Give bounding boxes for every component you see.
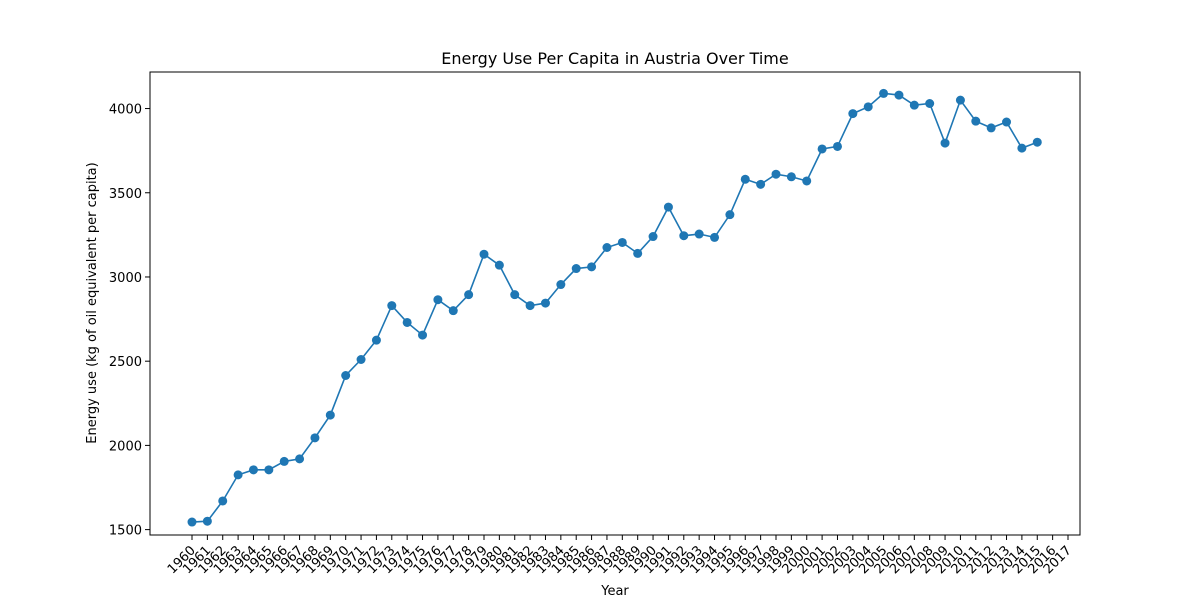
data-point <box>1017 143 1027 153</box>
chart-title: Energy Use Per Capita in Austria Over Ti… <box>441 49 788 68</box>
data-point <box>786 172 796 182</box>
data-point <box>494 260 504 270</box>
data-point <box>525 301 535 311</box>
data-point <box>587 262 597 272</box>
data-point <box>894 90 904 100</box>
data-point <box>740 174 750 184</box>
y-tick-label: 3000 <box>109 271 142 286</box>
data-point <box>1002 117 1012 127</box>
data-point <box>233 470 243 480</box>
data-point <box>940 138 950 148</box>
data-point <box>295 454 305 464</box>
data-point <box>879 88 889 98</box>
plot-frame <box>149 71 1081 536</box>
y-tick-label: 2500 <box>109 355 142 370</box>
data-point <box>341 371 351 381</box>
data-point <box>218 496 228 506</box>
data-point <box>710 232 720 242</box>
data-point <box>802 176 812 186</box>
data-point <box>602 242 612 252</box>
y-tick-label: 2000 <box>109 439 142 454</box>
series-line <box>191 92 1038 523</box>
data-point <box>648 232 658 242</box>
y-axis-label: Energy use (kg of oil equivalent per cap… <box>85 162 100 443</box>
data-point <box>248 465 258 475</box>
data-point <box>433 295 443 305</box>
data-point <box>448 306 458 316</box>
data-point <box>679 231 689 241</box>
data-point <box>925 98 935 108</box>
data-point <box>663 202 673 212</box>
data-point <box>817 144 827 154</box>
data-point <box>371 335 381 345</box>
data-point <box>971 116 981 126</box>
data-point <box>310 433 320 443</box>
data-point <box>863 102 873 112</box>
data-point <box>848 109 858 119</box>
data-point <box>694 229 704 239</box>
data-point <box>479 249 489 259</box>
x-axis-label: Year <box>600 584 629 599</box>
data-point <box>464 290 474 300</box>
data-point <box>187 517 197 527</box>
data-point <box>510 290 520 300</box>
y-tick-label: 1500 <box>109 524 142 539</box>
data-point <box>571 264 581 274</box>
data-point <box>264 465 274 475</box>
data-point <box>756 179 766 189</box>
data-point <box>556 280 566 290</box>
data-point <box>633 248 643 258</box>
data-point <box>832 141 842 151</box>
data-point <box>771 169 781 179</box>
data-point <box>387 301 397 311</box>
data-point <box>955 95 965 105</box>
data-point <box>279 456 289 466</box>
y-tick-label: 4000 <box>109 103 142 118</box>
data-point <box>617 237 627 247</box>
data-point <box>986 123 996 133</box>
data-point <box>402 317 412 327</box>
data-point <box>1032 137 1042 147</box>
data-point <box>909 100 919 110</box>
data-point <box>202 516 212 526</box>
plot-area: 1500200025003000350040001960196119621963… <box>109 71 1081 577</box>
data-point <box>325 410 335 420</box>
data-point <box>356 355 366 365</box>
data-point <box>725 210 735 220</box>
data-point <box>540 298 550 308</box>
y-tick-label: 3500 <box>109 187 142 202</box>
data-point <box>418 330 428 340</box>
